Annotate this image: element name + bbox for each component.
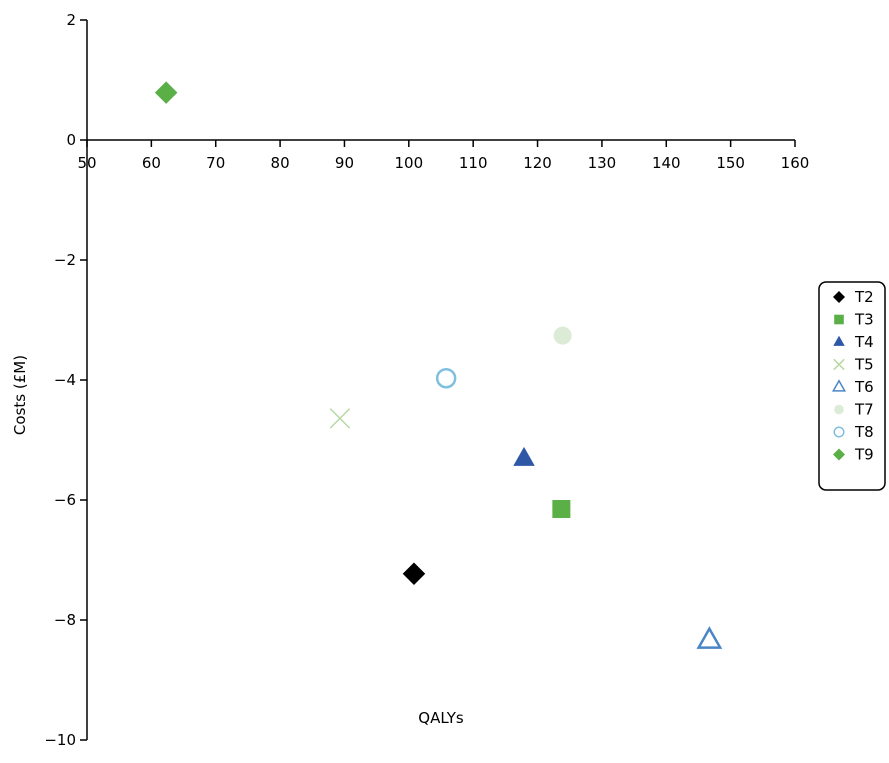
data-point-t4 <box>513 446 535 466</box>
x-tick-label: 60 <box>142 154 161 172</box>
x-tick-label: 120 <box>523 154 552 172</box>
data-points <box>154 81 723 649</box>
y-tick-label: −8 <box>54 611 76 629</box>
y-tick-label: −2 <box>54 251 76 269</box>
y-tick-label: −6 <box>54 491 76 509</box>
legend-label-t4: T4 <box>854 333 874 351</box>
axes <box>80 19 796 741</box>
y-axis-title: Costs (£M) <box>11 355 29 435</box>
legend-marker-t4 <box>833 335 845 346</box>
y-tick-label: 2 <box>66 11 76 29</box>
legend-label-t8: T8 <box>854 423 874 441</box>
data-point-t5 <box>329 408 351 429</box>
legend-marker-t8 <box>833 426 845 438</box>
x-tick-label: 130 <box>588 154 617 172</box>
data-point-t6 <box>696 626 723 649</box>
y-tick-label: −10 <box>44 731 76 749</box>
x-tick-label: 160 <box>781 154 810 172</box>
legend-label-t6: T6 <box>854 378 874 396</box>
legend-label-t3: T3 <box>854 311 874 329</box>
legend-box <box>818 281 886 491</box>
legend-marker-t9 <box>833 448 845 461</box>
x-tick-label: 140 <box>652 154 681 172</box>
legend-marker-t7 <box>834 404 844 415</box>
data-point-t3 <box>552 500 571 518</box>
legend: T2 T3 T4 T5 T6 T7 T8 T9 <box>818 281 886 491</box>
data-point-t8 <box>435 367 457 389</box>
x-tick-label: 50 <box>77 154 96 172</box>
legend-label-t2: T2 <box>854 288 874 306</box>
legend-label-t7: T7 <box>854 401 874 419</box>
data-point-t9 <box>154 81 178 104</box>
legend-label-t9: T9 <box>854 446 874 464</box>
data-point-t7 <box>553 326 572 345</box>
y-tick-label: −4 <box>54 371 76 389</box>
x-axis-title: QALYs <box>418 709 464 727</box>
x-tick-label: 80 <box>271 154 290 172</box>
legend-marker-t3 <box>834 314 844 325</box>
x-tick-label: 70 <box>206 154 225 172</box>
x-tick-label: 100 <box>394 154 423 172</box>
x-tick-label: 90 <box>335 154 354 172</box>
x-tick-label: 150 <box>716 154 745 172</box>
x-tick-label: 110 <box>459 154 488 172</box>
legend-marker-t2 <box>833 291 845 303</box>
legend-marker-t5 <box>833 358 845 371</box>
y-tick-label: 0 <box>66 131 76 149</box>
legend-marker-t6 <box>831 379 847 392</box>
data-point-t2 <box>402 562 426 586</box>
legend-label-t5: T5 <box>854 356 874 374</box>
tick-labels: 2 0 −2 −4 −6 −8 −10 50 60 70 80 90 100 110 120 130 140 15… <box>44 11 809 749</box>
